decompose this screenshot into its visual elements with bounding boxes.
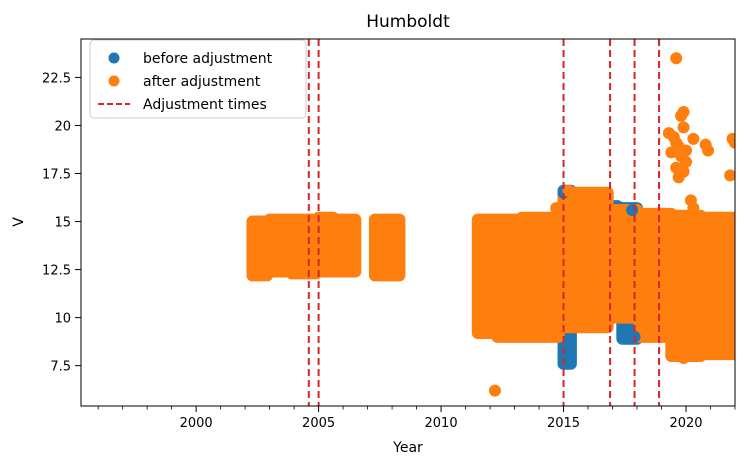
x-tick-label: 2005	[302, 416, 335, 431]
point-after-adjustment	[724, 302, 735, 315]
legend-label-before: before adjustment	[143, 51, 273, 67]
cluster-after-adjustment	[329, 213, 362, 278]
cluster-after-adjustment	[515, 211, 565, 343]
point-after-adjustment	[721, 348, 734, 361]
cluster-after-adjustment	[557, 186, 614, 334]
axes-frame	[80, 38, 736, 407]
point-after-adjustment	[709, 263, 722, 276]
y-tick-label: 15	[54, 216, 71, 231]
point-after-adjustment	[667, 340, 680, 353]
x-tick-label: 2015	[547, 416, 580, 431]
point-after-adjustment	[724, 169, 735, 182]
point-after-adjustment	[550, 202, 563, 215]
x-tick-label: 2010	[425, 416, 458, 431]
y-tick-label: 20	[54, 119, 71, 134]
point-after-adjustment	[692, 280, 705, 293]
legend-label-adjustment: Adjustment times	[143, 97, 267, 113]
adjustment-lines	[307, 39, 661, 406]
cluster-after-adjustment	[694, 211, 735, 361]
point-after-adjustment	[677, 351, 690, 364]
point-after-adjustment	[564, 200, 577, 213]
point-after-adjustment	[667, 130, 680, 143]
x-tick-label: 2020	[669, 416, 702, 431]
chart-title: Humboldt	[366, 12, 450, 32]
point-after-adjustment	[670, 52, 683, 65]
y-tick-label: 7.5	[50, 360, 71, 375]
point-after-adjustment	[687, 132, 700, 145]
y-axis: 7.5 10 12.5 15 17.5 20 22.5	[42, 71, 81, 375]
cluster-after-adjustment	[604, 204, 644, 324]
point-after-adjustment	[699, 138, 712, 151]
point-after-adjustment	[694, 298, 707, 311]
point-after-adjustment	[711, 234, 724, 247]
y-tick-label: 12.5	[42, 264, 71, 279]
y-tick-label: 17.5	[42, 168, 71, 183]
x-axis: 2000 2005 2010 2015 2020	[97, 406, 736, 431]
legend-marker-after	[108, 75, 120, 87]
point-before-adjustment	[557, 348, 570, 361]
point-after-adjustment	[729, 330, 735, 343]
point-after-adjustment	[677, 106, 690, 119]
y-tick-label: 10	[54, 312, 71, 327]
point-after-adjustment	[687, 202, 700, 215]
legend: before adjustment after adjustment Adjus…	[89, 39, 307, 119]
point-after-adjustment	[488, 384, 501, 397]
point-after-adjustment	[689, 317, 702, 330]
point-after-adjustment	[729, 136, 735, 149]
point-after-adjustment	[689, 257, 702, 270]
cluster-after-adjustment	[368, 213, 406, 282]
point-after-adjustment	[680, 144, 693, 157]
legend-marker-before	[108, 52, 120, 64]
plot-area	[80, 38, 736, 407]
legend-label-after: after adjustment	[143, 74, 261, 90]
cluster-layer	[246, 184, 735, 370]
legend-frame	[89, 39, 307, 119]
x-tick-label: 2000	[180, 416, 213, 431]
point-after-adjustment	[680, 155, 693, 168]
y-axis-label: V	[11, 217, 27, 227]
point-after-adjustment	[562, 184, 575, 197]
y-tick-label: 22.5	[42, 71, 71, 86]
point-before-adjustment	[626, 204, 639, 217]
point-after-adjustment	[677, 165, 690, 178]
point-after-adjustment	[601, 190, 614, 203]
x-axis-label: Year	[392, 440, 423, 456]
points-layer	[488, 52, 735, 397]
point-after-adjustment	[677, 121, 690, 134]
